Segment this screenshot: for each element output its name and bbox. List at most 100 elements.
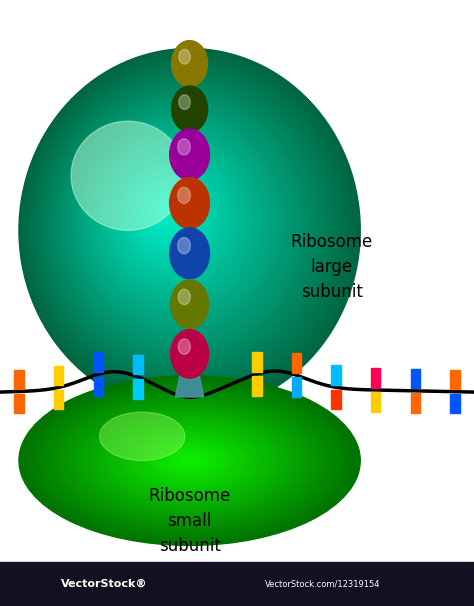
Bar — [93, 376, 103, 396]
Ellipse shape — [153, 199, 173, 221]
Bar — [133, 355, 143, 375]
Ellipse shape — [45, 388, 335, 533]
Ellipse shape — [27, 380, 352, 541]
Ellipse shape — [144, 190, 185, 233]
Ellipse shape — [150, 196, 177, 225]
Ellipse shape — [79, 116, 277, 327]
Ellipse shape — [107, 148, 237, 286]
Bar — [133, 379, 143, 399]
Ellipse shape — [155, 444, 224, 478]
Ellipse shape — [187, 353, 198, 362]
Bar — [252, 376, 262, 396]
Ellipse shape — [141, 187, 189, 238]
Ellipse shape — [104, 145, 241, 290]
Ellipse shape — [36, 68, 337, 388]
Ellipse shape — [71, 121, 185, 230]
Ellipse shape — [100, 412, 185, 461]
Circle shape — [172, 86, 208, 132]
Bar — [371, 393, 381, 412]
Bar — [14, 394, 24, 413]
Bar — [450, 370, 460, 389]
Ellipse shape — [155, 202, 169, 217]
Ellipse shape — [101, 142, 245, 295]
Ellipse shape — [90, 129, 261, 311]
Polygon shape — [175, 355, 204, 397]
Text: Ribosome
small
subunit: Ribosome small subunit — [148, 487, 231, 555]
Ellipse shape — [67, 103, 292, 343]
Circle shape — [171, 330, 209, 378]
Ellipse shape — [62, 397, 318, 524]
Ellipse shape — [33, 64, 340, 392]
Ellipse shape — [87, 410, 292, 511]
Ellipse shape — [57, 395, 322, 526]
Ellipse shape — [181, 456, 198, 465]
Ellipse shape — [99, 138, 249, 298]
Ellipse shape — [96, 135, 253, 302]
Circle shape — [178, 339, 191, 355]
Bar — [410, 393, 420, 413]
Circle shape — [178, 289, 191, 305]
Ellipse shape — [117, 424, 262, 497]
Ellipse shape — [138, 184, 193, 242]
Ellipse shape — [138, 435, 241, 486]
Ellipse shape — [62, 97, 301, 351]
Ellipse shape — [113, 155, 229, 278]
Ellipse shape — [53, 393, 326, 528]
Ellipse shape — [126, 429, 254, 492]
Ellipse shape — [74, 404, 305, 518]
Ellipse shape — [185, 458, 194, 463]
Ellipse shape — [147, 439, 232, 482]
Circle shape — [178, 187, 191, 204]
Bar — [292, 378, 301, 397]
Ellipse shape — [91, 412, 288, 509]
Bar — [0, 562, 474, 606]
Bar — [371, 368, 381, 388]
Ellipse shape — [187, 202, 199, 212]
Ellipse shape — [187, 303, 198, 313]
Ellipse shape — [49, 391, 330, 531]
Ellipse shape — [124, 167, 213, 262]
Ellipse shape — [50, 84, 317, 367]
Ellipse shape — [118, 161, 221, 270]
Bar — [292, 353, 301, 373]
Ellipse shape — [134, 433, 245, 488]
Bar — [410, 369, 420, 388]
Ellipse shape — [73, 110, 284, 335]
Ellipse shape — [109, 421, 271, 501]
Circle shape — [170, 129, 210, 180]
Ellipse shape — [76, 113, 281, 331]
Ellipse shape — [83, 407, 296, 514]
Ellipse shape — [143, 438, 237, 484]
Circle shape — [178, 139, 191, 155]
Ellipse shape — [22, 52, 356, 408]
Circle shape — [170, 178, 210, 228]
Ellipse shape — [187, 62, 198, 72]
Circle shape — [179, 49, 191, 64]
Circle shape — [178, 238, 191, 254]
Bar — [331, 390, 341, 409]
Ellipse shape — [40, 387, 339, 535]
Ellipse shape — [96, 414, 283, 507]
Ellipse shape — [47, 81, 320, 371]
Ellipse shape — [79, 405, 301, 516]
Ellipse shape — [70, 401, 309, 520]
Ellipse shape — [187, 252, 199, 262]
Ellipse shape — [19, 376, 360, 545]
Ellipse shape — [39, 71, 332, 384]
Ellipse shape — [160, 446, 219, 475]
Ellipse shape — [113, 422, 266, 499]
Ellipse shape — [30, 61, 344, 396]
Ellipse shape — [84, 122, 269, 319]
Ellipse shape — [93, 132, 257, 307]
Ellipse shape — [177, 454, 202, 467]
Ellipse shape — [100, 416, 279, 505]
Ellipse shape — [70, 106, 289, 339]
Ellipse shape — [66, 399, 313, 522]
Ellipse shape — [59, 93, 304, 355]
Ellipse shape — [42, 74, 328, 379]
Circle shape — [171, 280, 209, 328]
Ellipse shape — [53, 87, 312, 364]
Bar — [14, 370, 24, 389]
Ellipse shape — [127, 170, 209, 258]
Ellipse shape — [32, 382, 347, 539]
